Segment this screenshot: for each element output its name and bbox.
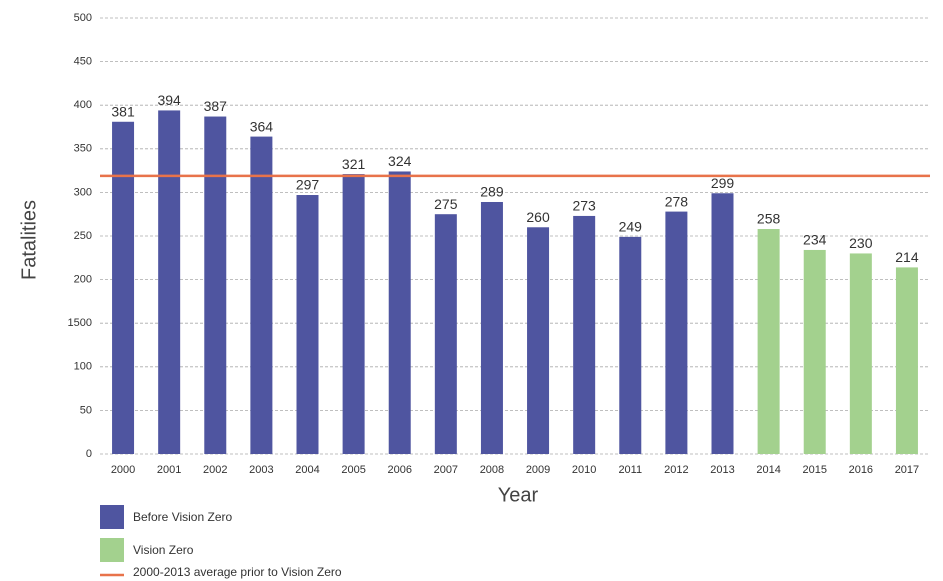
legend-swatch <box>100 538 124 562</box>
y-tick-label: 50 <box>80 404 92 416</box>
bar <box>112 121 135 454</box>
y-tick-label: 400 <box>74 99 92 111</box>
data-label: 273 <box>572 198 596 214</box>
x-tick-label: 2000 <box>111 464 135 476</box>
bar <box>250 136 273 455</box>
data-label: 387 <box>204 98 228 114</box>
x-tick-label: 2004 <box>295 464 319 476</box>
data-label: 381 <box>111 103 135 119</box>
bar <box>527 227 550 454</box>
x-tick-label: 2007 <box>434 464 458 476</box>
data-label: 249 <box>619 219 643 235</box>
y-tick-label: 250 <box>74 230 92 242</box>
bar <box>204 116 227 454</box>
y-tick-label: 200 <box>74 274 92 286</box>
x-tick-label: 2009 <box>526 464 550 476</box>
y-tick-label: 100 <box>74 361 92 373</box>
x-tick-label: 2013 <box>710 464 734 476</box>
bar <box>757 229 780 454</box>
x-tick-label: 2003 <box>249 464 273 476</box>
bar <box>665 211 688 454</box>
bar <box>849 253 872 454</box>
x-tick-label: 2012 <box>664 464 688 476</box>
legend-label: Vision Zero <box>133 543 194 557</box>
x-axis-label: Year <box>498 484 539 506</box>
x-tick-label: 2001 <box>157 464 181 476</box>
data-label: 289 <box>480 184 504 200</box>
y-tick-label: 450 <box>74 56 92 68</box>
legend-label: Before Vision Zero <box>133 510 232 524</box>
data-label: 299 <box>711 175 735 191</box>
bar <box>711 193 734 454</box>
x-tick-label: 2002 <box>203 464 227 476</box>
y-tick-label: 0 <box>86 448 92 460</box>
data-label: 321 <box>342 156 366 172</box>
bar <box>803 249 826 454</box>
data-label: 214 <box>895 249 919 265</box>
data-label: 324 <box>388 153 412 169</box>
y-tick-label: 300 <box>74 186 92 198</box>
x-tick-label: 2017 <box>895 464 919 476</box>
bar <box>296 195 319 455</box>
x-tick-label: 2008 <box>480 464 504 476</box>
bar <box>342 174 365 454</box>
data-label: 234 <box>803 232 827 248</box>
data-label: 260 <box>526 209 550 225</box>
x-tick-label: 2011 <box>618 464 642 476</box>
data-label: 364 <box>250 118 274 134</box>
bar <box>619 236 642 454</box>
bar <box>158 110 181 454</box>
y-axis-label: Fatalities <box>18 200 40 280</box>
data-label: 230 <box>849 235 873 251</box>
x-tick-label: 2006 <box>387 464 411 476</box>
x-tick-label: 2015 <box>802 464 826 476</box>
y-tick-label: 1500 <box>68 317 92 329</box>
x-tick-label: 2014 <box>756 464 780 476</box>
y-tick-label: 350 <box>74 143 92 155</box>
data-label: 297 <box>296 177 320 193</box>
legend-label: 2000-2013 average prior to Vision Zero <box>133 565 342 579</box>
data-label: 258 <box>757 211 781 227</box>
bar <box>480 201 503 454</box>
x-tick-label: 2010 <box>572 464 596 476</box>
bar <box>895 267 918 454</box>
legend-swatch <box>100 505 124 529</box>
bar <box>388 171 411 455</box>
x-tick-label: 2016 <box>849 464 873 476</box>
data-label: 394 <box>157 92 181 108</box>
y-tick-label: 500 <box>74 12 92 24</box>
data-label: 278 <box>665 193 689 209</box>
x-tick-label: 2005 <box>341 464 365 476</box>
data-label: 275 <box>434 196 458 212</box>
bar <box>434 214 457 454</box>
bar <box>573 215 596 454</box>
